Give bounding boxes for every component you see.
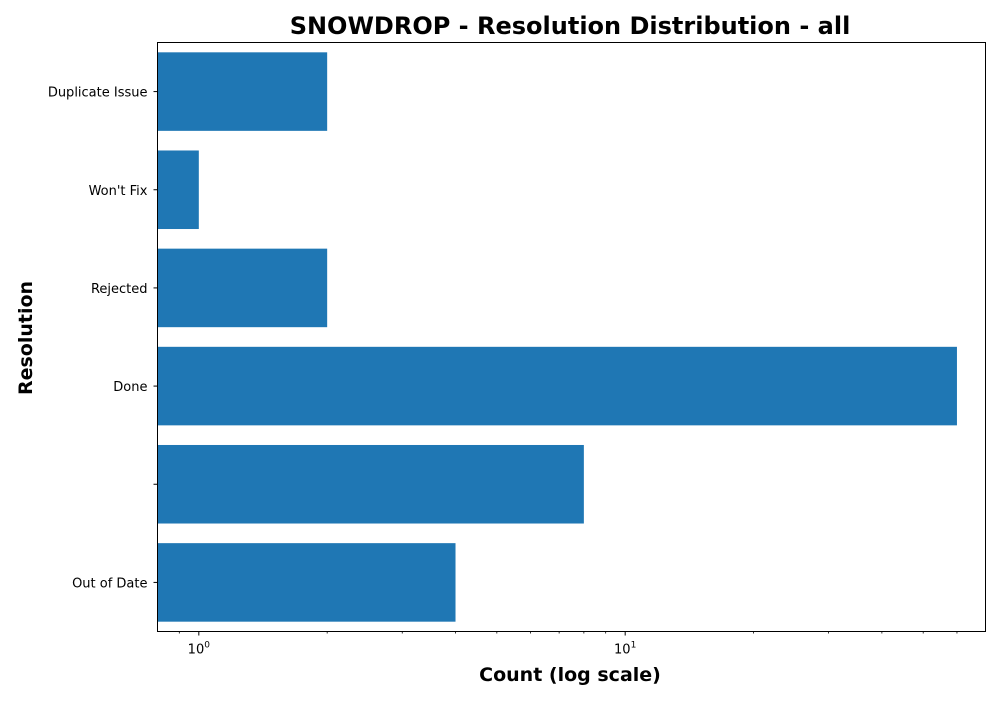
- y-axis-label: Resolution: [15, 281, 37, 395]
- y-tick-label: Duplicate Issue: [48, 86, 148, 101]
- bar: [157, 346, 957, 426]
- y-tick-label: Out of Date: [72, 576, 147, 591]
- x-tick-label: 100: [188, 641, 211, 658]
- bar: [157, 543, 456, 622]
- y-tick-label: Won't Fix: [89, 184, 148, 199]
- plot-frame: [157, 42, 986, 632]
- x-axis-ticks: 100 101: [178, 631, 958, 658]
- y-axis-ticks: Duplicate Issue Won't Fix Rejected Done Out …: [48, 86, 158, 591]
- bar: [157, 444, 584, 524]
- y-tick-label: Done: [113, 380, 147, 395]
- y-tick-label: Rejected: [91, 282, 148, 297]
- bar: [157, 248, 328, 328]
- chart-title: SNOWDROP - Resolution Distribution - all: [290, 12, 851, 40]
- x-tick-label: 101: [614, 641, 636, 658]
- bar: [157, 52, 328, 131]
- bars: [157, 52, 957, 622]
- x-axis-label: Count (log scale): [479, 664, 661, 686]
- bar: [157, 150, 199, 230]
